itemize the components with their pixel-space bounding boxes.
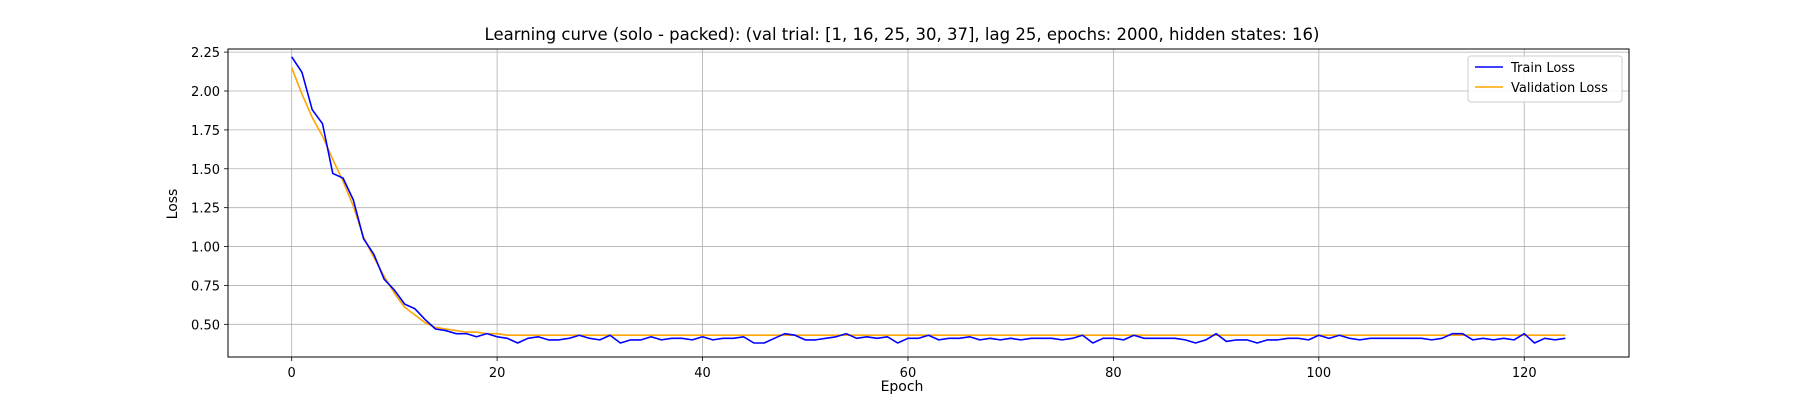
plot-grid (228, 49, 1629, 357)
legend-entry-label: Validation Loss (1511, 81, 1608, 96)
x-axis-ticks: 0 20 40 60 80 100 120 (288, 357, 1537, 381)
validation-loss-line (290, 67, 1566, 337)
y-axis-ticks: 0.50 0.75 1.00 1.25 1.50 1.75 2.00 2.25 (191, 46, 228, 333)
x-tick-label: 60 (900, 366, 917, 381)
x-axis-label: Epoch (881, 379, 924, 395)
x-tick-label: 0 (288, 366, 296, 381)
x-tick-label: 20 (489, 366, 506, 381)
series-layer (290, 56, 1566, 344)
y-tick-label: 0.75 (191, 279, 220, 294)
y-tick-label: 2.25 (191, 46, 220, 61)
chart-title: Learning curve (solo - packed): (val tri… (485, 25, 1320, 44)
y-axis-label: Loss (165, 189, 181, 220)
x-tick-label: 100 (1306, 366, 1331, 381)
x-tick-label: 120 (1512, 366, 1537, 381)
train-loss-line (291, 56, 1566, 344)
y-tick-label: 1.00 (191, 241, 220, 256)
y-tick-label: 2.00 (191, 85, 220, 100)
y-tick-label: 1.75 (191, 124, 220, 139)
x-tick-label: 40 (694, 366, 711, 381)
legend: Train Loss Validation Loss (1467, 55, 1623, 103)
legend-entry-label: Train Loss (1510, 61, 1575, 76)
plot-frame (227, 48, 1630, 358)
x-tick-label: 80 (1105, 366, 1122, 381)
y-tick-label: 0.50 (191, 318, 220, 333)
y-tick-label: 1.25 (191, 202, 220, 217)
legend-box (1467, 55, 1623, 103)
y-tick-label: 1.50 (191, 163, 220, 178)
